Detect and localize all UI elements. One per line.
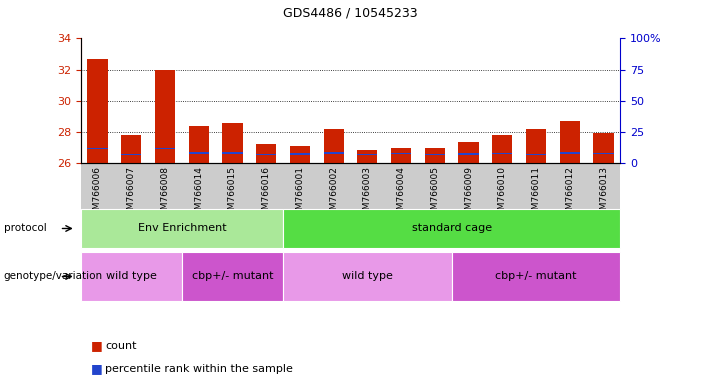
Bar bbox=[425, 148, 445, 163]
Bar bbox=[256, 144, 276, 163]
Text: ■: ■ bbox=[91, 362, 103, 375]
Bar bbox=[121, 154, 142, 155]
Bar bbox=[492, 135, 512, 163]
Bar bbox=[391, 153, 411, 154]
Bar bbox=[88, 147, 108, 149]
Bar bbox=[458, 153, 479, 155]
Bar bbox=[121, 135, 142, 163]
Bar bbox=[526, 129, 546, 163]
Bar bbox=[559, 121, 580, 163]
Bar bbox=[559, 152, 580, 154]
Text: ■: ■ bbox=[91, 339, 103, 352]
Bar bbox=[358, 154, 378, 155]
Text: genotype/variation: genotype/variation bbox=[4, 271, 102, 281]
Bar bbox=[88, 59, 108, 163]
Text: wild type: wild type bbox=[342, 271, 393, 281]
Bar bbox=[256, 154, 276, 155]
Text: GDS4486 / 10545233: GDS4486 / 10545233 bbox=[283, 6, 418, 19]
Bar bbox=[324, 129, 343, 163]
Bar bbox=[526, 154, 546, 155]
Bar bbox=[222, 152, 243, 154]
Bar bbox=[290, 146, 310, 163]
Bar bbox=[222, 123, 243, 163]
Text: cbp+/- mutant: cbp+/- mutant bbox=[191, 271, 273, 281]
Text: wild type: wild type bbox=[106, 271, 156, 281]
Text: percentile rank within the sample: percentile rank within the sample bbox=[105, 364, 293, 374]
Bar bbox=[593, 133, 613, 163]
Text: standard cage: standard cage bbox=[411, 223, 492, 233]
Text: count: count bbox=[105, 341, 137, 351]
Bar bbox=[593, 153, 613, 154]
Bar bbox=[189, 152, 209, 154]
Text: Env Enrichment: Env Enrichment bbox=[137, 223, 226, 233]
Bar bbox=[492, 153, 512, 154]
Bar bbox=[425, 154, 445, 155]
Text: cbp+/- mutant: cbp+/- mutant bbox=[496, 271, 577, 281]
Bar bbox=[290, 153, 310, 155]
Text: protocol: protocol bbox=[4, 223, 46, 233]
Bar bbox=[189, 126, 209, 163]
Bar bbox=[391, 148, 411, 163]
Bar bbox=[358, 150, 378, 163]
Bar bbox=[458, 142, 479, 163]
Bar bbox=[324, 152, 343, 154]
Bar bbox=[155, 70, 175, 163]
Bar bbox=[155, 147, 175, 149]
